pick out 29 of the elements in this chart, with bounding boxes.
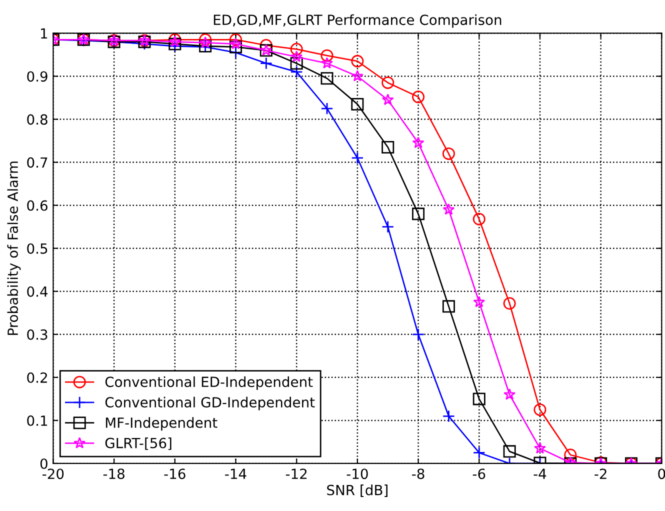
x-tick-label: -8 [412, 468, 424, 480]
y-axis-title: Probability of False Alarm [7, 162, 21, 335]
x-tick-label: -18 [103, 468, 124, 480]
legend-label: MF-Independent [106, 417, 218, 431]
y-tick-label: 0.1 [27, 415, 48, 426]
y-tick-label: 0.6 [27, 200, 48, 211]
y-tick-label: 0.9 [27, 71, 48, 82]
y-tick-label: 0 [40, 458, 48, 469]
y-tick-label: 0.7 [27, 157, 48, 168]
legend-label: Conventional ED-Independent [105, 376, 313, 390]
x-tick-label: -20 [42, 468, 64, 480]
x-tick-label: -16 [164, 468, 186, 480]
x-tick-label: -4 [534, 468, 546, 479]
x-tick-label: -10 [346, 468, 368, 480]
y-tick-label: 0.8 [27, 114, 48, 125]
y-tick-label: 0.3 [27, 329, 48, 340]
y-tick-label: 1 [41, 28, 48, 38]
x-tick-label: -2 [594, 468, 606, 479]
legend-label: GLRT-[56] [105, 438, 172, 450]
y-tick-label: 0.4 [27, 286, 48, 297]
x-tick-label: -14 [225, 468, 246, 479]
x-tick-label: -6 [472, 468, 486, 480]
x-tick-label: -12 [286, 468, 307, 479]
y-tick-label: 0.2 [27, 372, 47, 383]
y-tick-label: 0.5 [27, 243, 48, 254]
legend-label: Conventional GD-Independent [105, 396, 315, 410]
chart-title: ED,GD,MF,GLRT Performance Comparison [214, 14, 502, 28]
x-axis-title: SNR [dB] [327, 484, 388, 497]
x-tick-label: 0 [658, 468, 665, 480]
